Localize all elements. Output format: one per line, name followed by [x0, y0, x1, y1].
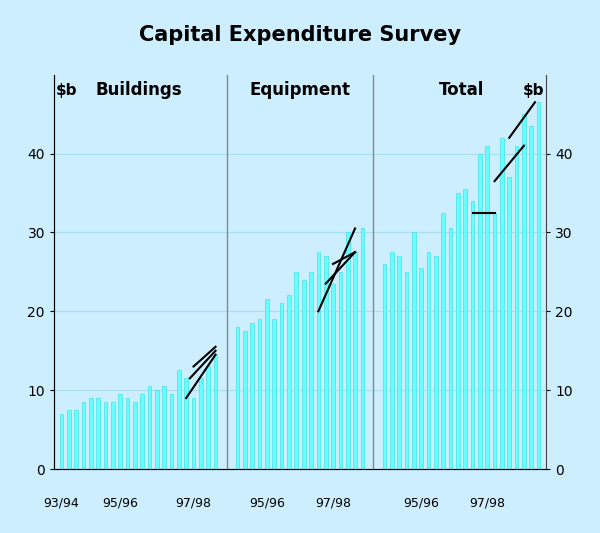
- Bar: [390, 252, 394, 469]
- Bar: [206, 367, 210, 469]
- Text: 97/98: 97/98: [176, 497, 212, 510]
- Text: $b: $b: [55, 83, 77, 98]
- Bar: [74, 410, 78, 469]
- Bar: [404, 272, 409, 469]
- Text: Capital Expenditure Survey: Capital Expenditure Survey: [139, 25, 461, 45]
- Bar: [214, 354, 217, 469]
- Bar: [258, 319, 262, 469]
- Bar: [522, 114, 526, 469]
- Bar: [272, 319, 276, 469]
- Bar: [397, 256, 401, 469]
- Bar: [280, 303, 283, 469]
- Text: 95/96: 95/96: [102, 497, 138, 510]
- Bar: [96, 398, 100, 469]
- Bar: [508, 177, 511, 469]
- Bar: [456, 193, 460, 469]
- Bar: [427, 252, 430, 469]
- Bar: [471, 201, 475, 469]
- Bar: [89, 398, 92, 469]
- Bar: [317, 252, 320, 469]
- Bar: [177, 370, 181, 469]
- Text: 97/98: 97/98: [315, 497, 351, 510]
- Text: Total: Total: [439, 82, 484, 99]
- Bar: [155, 390, 158, 469]
- Bar: [419, 268, 423, 469]
- Bar: [170, 394, 173, 469]
- Bar: [493, 213, 496, 469]
- Bar: [500, 138, 504, 469]
- Bar: [353, 252, 357, 469]
- Bar: [118, 394, 122, 469]
- Text: $b: $b: [523, 83, 545, 98]
- Bar: [515, 146, 518, 469]
- Bar: [383, 264, 386, 469]
- Text: 97/98: 97/98: [469, 497, 505, 510]
- Bar: [361, 229, 364, 469]
- Bar: [537, 102, 541, 469]
- Bar: [243, 331, 247, 469]
- Bar: [338, 272, 342, 469]
- Text: Buildings: Buildings: [95, 82, 182, 99]
- Bar: [148, 386, 151, 469]
- Bar: [67, 410, 71, 469]
- Bar: [309, 272, 313, 469]
- Bar: [82, 402, 85, 469]
- Bar: [434, 256, 437, 469]
- Bar: [324, 256, 328, 469]
- Bar: [478, 154, 482, 469]
- Bar: [287, 295, 291, 469]
- Bar: [133, 402, 137, 469]
- Bar: [184, 378, 188, 469]
- Bar: [140, 394, 144, 469]
- Bar: [412, 232, 416, 469]
- Text: 95/96: 95/96: [249, 497, 285, 510]
- Bar: [346, 232, 350, 469]
- Text: 95/96: 95/96: [403, 497, 439, 510]
- Text: Equipment: Equipment: [250, 82, 350, 99]
- Bar: [199, 378, 203, 469]
- Bar: [463, 189, 467, 469]
- Bar: [163, 386, 166, 469]
- Bar: [295, 272, 298, 469]
- Bar: [250, 323, 254, 469]
- Bar: [59, 414, 63, 469]
- Bar: [331, 284, 335, 469]
- Text: 93/94: 93/94: [43, 497, 79, 510]
- Bar: [485, 146, 489, 469]
- Bar: [265, 300, 269, 469]
- Bar: [529, 126, 533, 469]
- Bar: [111, 402, 115, 469]
- Bar: [104, 402, 107, 469]
- Bar: [191, 398, 196, 469]
- Bar: [442, 213, 445, 469]
- Bar: [302, 280, 305, 469]
- Bar: [449, 229, 452, 469]
- Bar: [236, 327, 239, 469]
- Bar: [125, 398, 129, 469]
